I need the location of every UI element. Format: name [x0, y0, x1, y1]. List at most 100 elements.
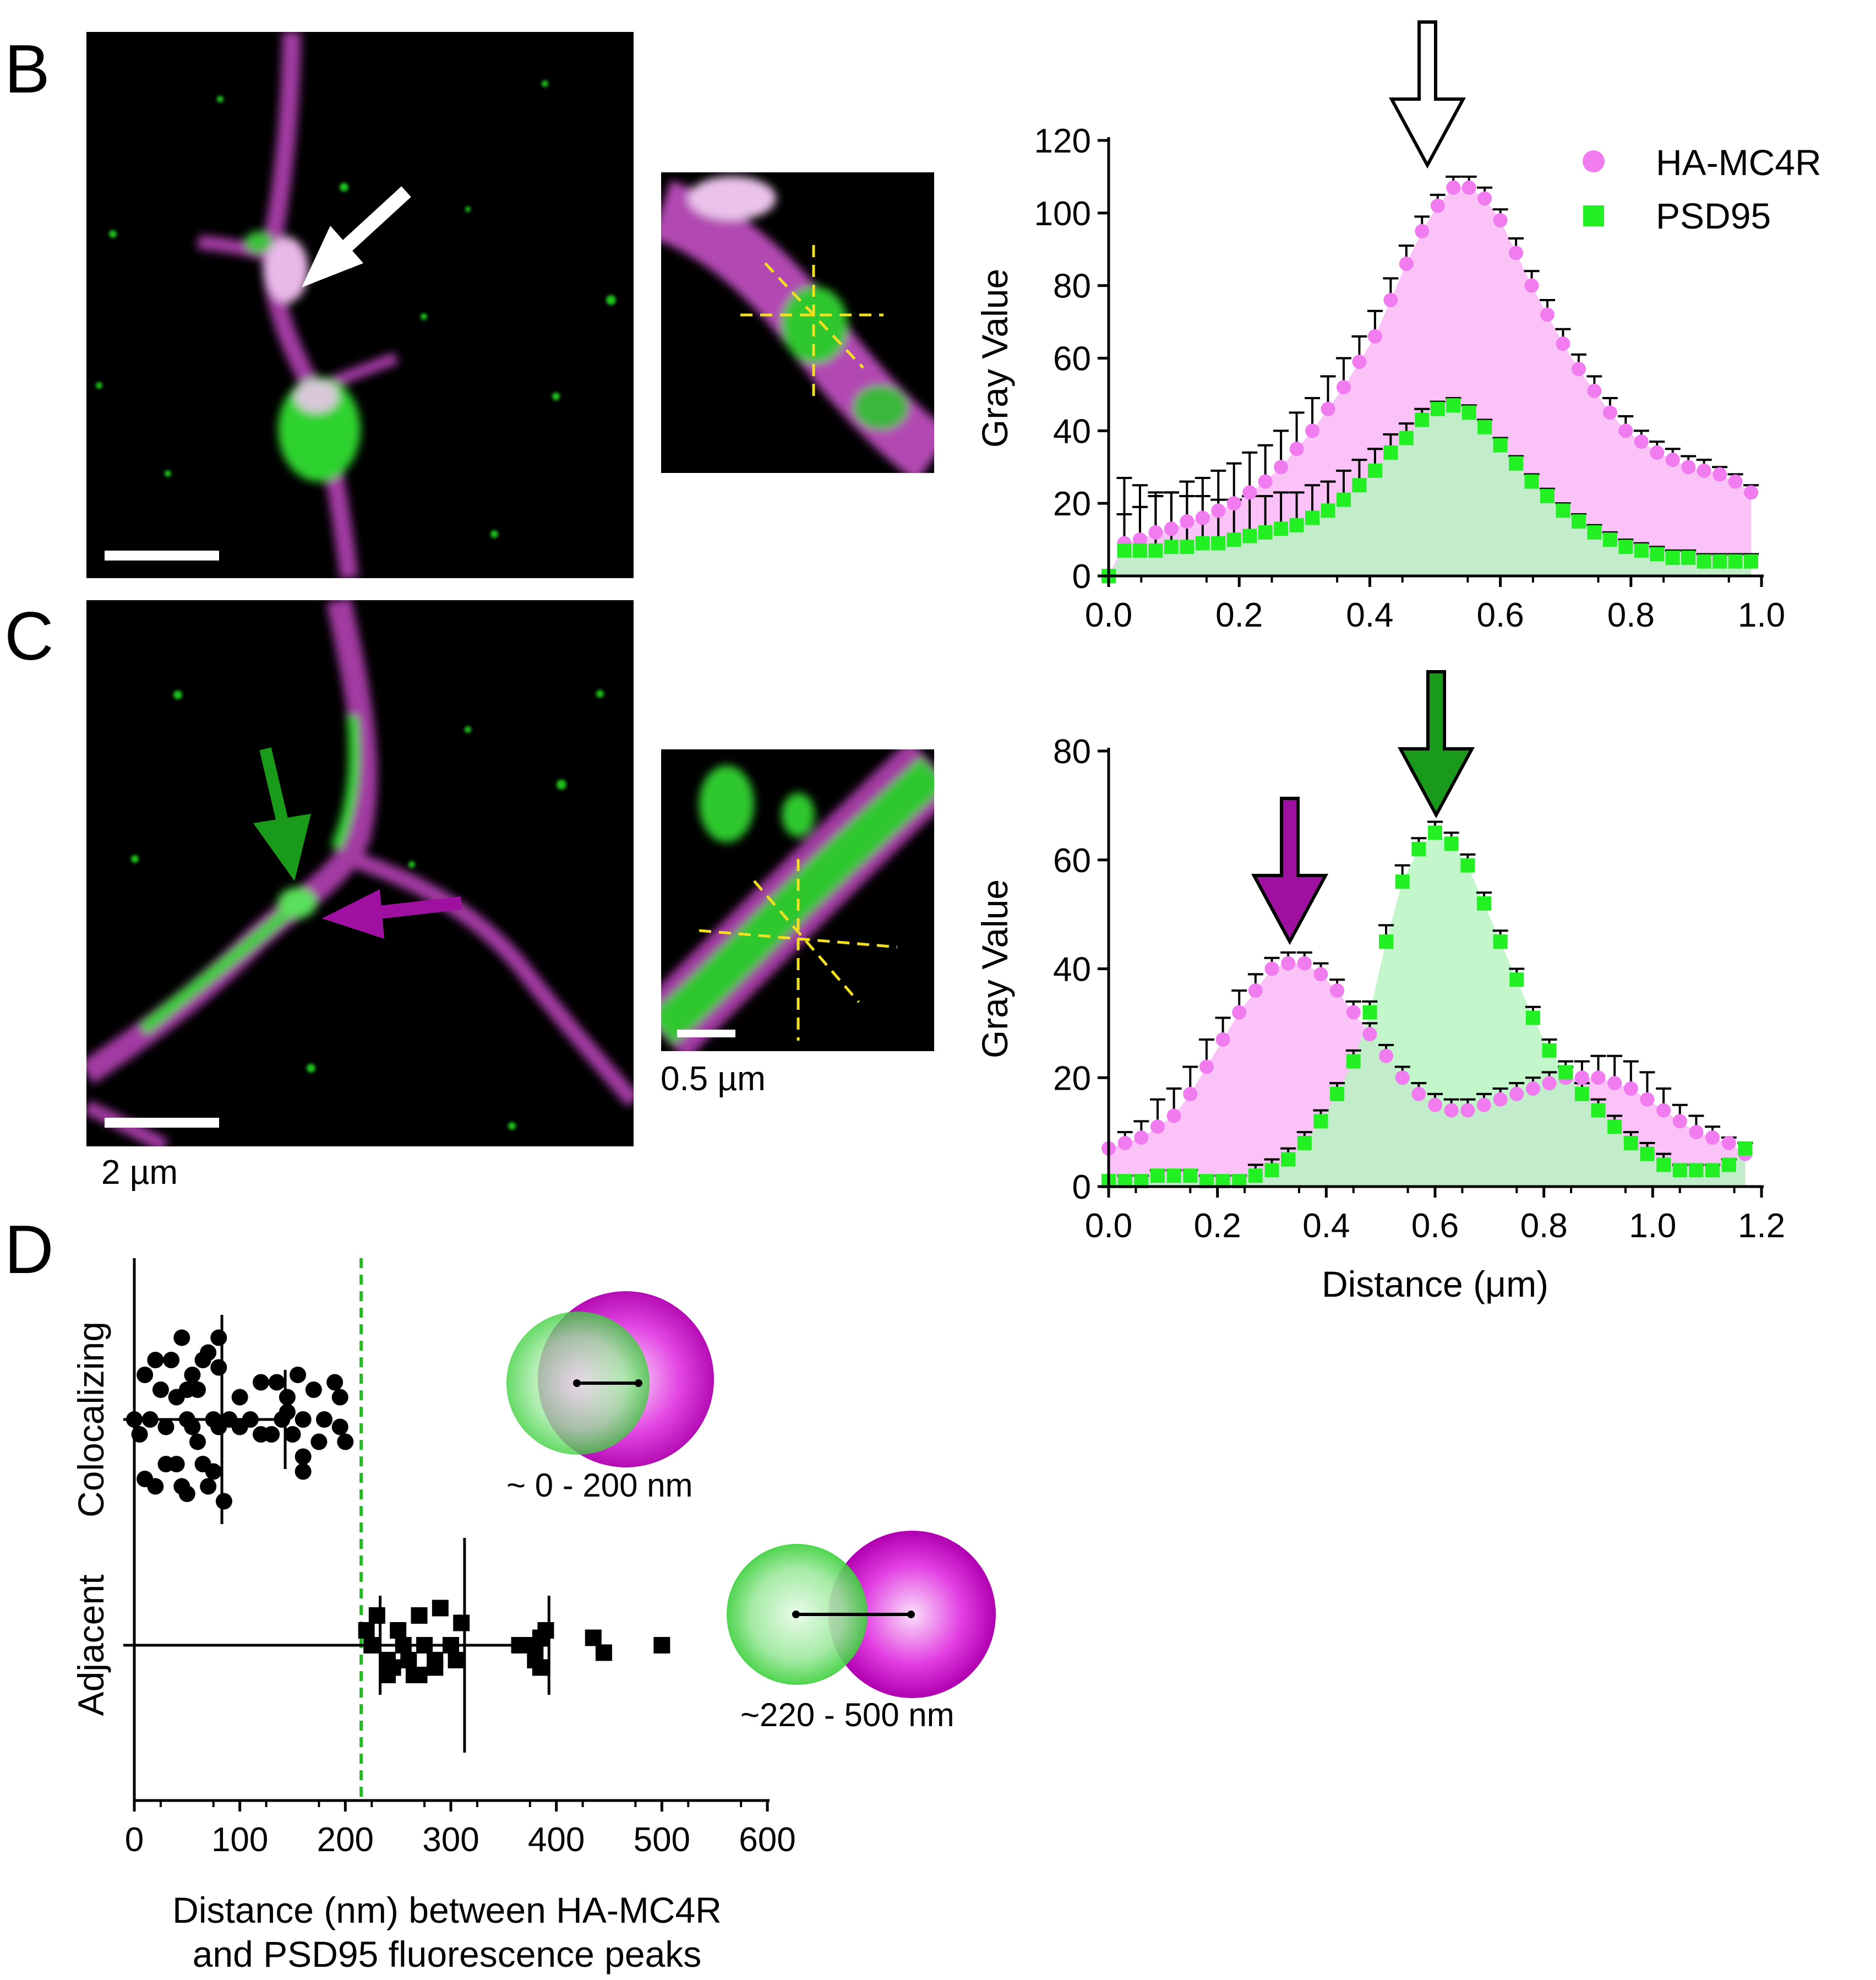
point-adjacent: [358, 1622, 375, 1639]
diagram-label-adjacent: ~220 - 500 nm: [740, 1696, 955, 1733]
point-ha-mc4r: [1150, 1119, 1165, 1134]
scale-label-inset: 0.5 µm: [661, 1060, 766, 1098]
point-ha-mc4r: [1428, 1097, 1442, 1112]
point-ha-mc4r: [1383, 293, 1398, 308]
point-ha-mc4r: [1264, 961, 1279, 976]
point-psd95: [1148, 543, 1163, 558]
panel-letter-c: C: [4, 599, 54, 674]
point-ha-mc4r: [1665, 453, 1680, 467]
point-colocalizing: [141, 1411, 159, 1428]
y-tick-label: 20: [1053, 485, 1091, 523]
point-ha-mc4r: [1587, 383, 1602, 398]
x-tick-label: 500: [634, 1821, 690, 1859]
point-ha-mc4r: [1640, 1092, 1655, 1107]
x-tick-label: 0.0: [1085, 596, 1132, 634]
point-psd95: [1738, 1141, 1753, 1156]
point-colocalizing: [279, 1389, 296, 1406]
point-psd95: [1493, 438, 1508, 453]
arrow-green: [253, 747, 311, 881]
point-ha-mc4r: [1618, 423, 1633, 438]
legend-label-ha-mc4r: HA-MC4R: [1656, 142, 1822, 183]
chart-b: 0 20 40 60 80 100 120 0.0 0.2 0.4 0.6 0.8 1.0 Gray Va…: [974, 122, 1785, 634]
point-ha-mc4r: [1336, 380, 1351, 395]
point-ha-mc4r: [1148, 525, 1163, 540]
point-colocalizing: [157, 1456, 174, 1472]
point-psd95: [1542, 1043, 1557, 1058]
point-adjacent: [390, 1622, 407, 1639]
point-colocalizing: [184, 1367, 201, 1383]
point-ha-mc4r: [1607, 1076, 1622, 1091]
panel-letter-d: D: [4, 1212, 54, 1288]
point-ha-mc4r: [1395, 1070, 1410, 1085]
point-psd95: [1705, 1163, 1720, 1178]
point-adjacent: [395, 1637, 412, 1653]
point-ha-mc4r: [1281, 956, 1296, 971]
x-tick-label: 100: [211, 1821, 268, 1859]
point-colocalizing: [173, 1329, 190, 1346]
point-psd95: [1264, 1163, 1279, 1178]
point-psd95: [1132, 543, 1147, 558]
point-colocalizing: [163, 1352, 180, 1368]
point-ha-mc4r: [1476, 1097, 1491, 1112]
point-colocalizing: [295, 1411, 312, 1428]
point-adjacent: [368, 1607, 385, 1624]
point-ha-mc4r: [1602, 405, 1617, 420]
point-colocalizing: [279, 1404, 296, 1421]
point-psd95: [1313, 1114, 1328, 1129]
point-ha-mc4r: [1477, 191, 1492, 206]
point-ha-mc4r: [1721, 1135, 1736, 1150]
point-colocalizing: [295, 1448, 312, 1465]
point-colocalizing: [331, 1418, 348, 1435]
point-colocalizing: [231, 1389, 248, 1406]
point-ha-mc4r: [1460, 1103, 1475, 1118]
point-ha-mc4r: [1411, 1086, 1426, 1101]
point-colocalizing: [337, 1433, 354, 1450]
point-adjacent: [379, 1667, 396, 1683]
point-psd95: [1650, 547, 1665, 562]
point-psd95: [1395, 874, 1410, 889]
point-psd95: [1689, 1163, 1704, 1178]
point-psd95: [1428, 825, 1442, 840]
point-ha-mc4r: [1195, 510, 1210, 525]
point-ha-mc4r: [1180, 514, 1195, 529]
point-colocalizing: [131, 1426, 148, 1443]
point-psd95: [1665, 551, 1680, 565]
scale-label-main: 2 µm: [101, 1154, 178, 1192]
diagram-adjacent: ~220 - 500 nm: [727, 1531, 996, 1733]
legend-label-psd95: PSD95: [1656, 195, 1771, 236]
point-psd95: [1607, 1119, 1622, 1134]
point-ha-mc4r: [1681, 460, 1696, 475]
point-psd95: [1477, 420, 1492, 434]
point-psd95: [1558, 1065, 1573, 1080]
point-psd95: [1444, 836, 1459, 851]
point-psd95: [1415, 412, 1430, 427]
x-tick-label: 600: [739, 1821, 795, 1859]
x-axis-label: Distance (μm): [1322, 1264, 1548, 1304]
point-colocalizing: [200, 1478, 217, 1495]
point-ha-mc4r: [1713, 467, 1727, 482]
point-ha-mc4r: [1166, 1108, 1181, 1123]
x-tick-label: 200: [317, 1821, 374, 1859]
point-ha-mc4r: [1134, 1130, 1149, 1145]
point-psd95: [1150, 1168, 1165, 1183]
point-ha-mc4r: [1697, 463, 1711, 478]
point-ha-mc4r: [1226, 496, 1241, 511]
point-ha-mc4r: [1444, 1103, 1459, 1118]
point-colocalizing: [263, 1426, 280, 1443]
point-colocalizing: [168, 1389, 185, 1406]
point-psd95: [1367, 463, 1382, 478]
point-ha-mc4r: [1656, 1103, 1671, 1118]
point-adjacent: [405, 1667, 422, 1683]
point-psd95: [1258, 525, 1273, 540]
x-tick-label: 1.0: [1629, 1207, 1676, 1245]
point-adjacent: [432, 1600, 449, 1617]
point-adjacent: [443, 1637, 459, 1653]
point-ha-mc4r: [1623, 1081, 1638, 1096]
point-colocalizing: [152, 1381, 169, 1398]
point-colocalizing: [326, 1374, 343, 1391]
point-psd95: [1379, 934, 1394, 949]
point-psd95: [1166, 1168, 1181, 1183]
point-ha-mc4r: [1574, 1070, 1589, 1085]
point-psd95: [1591, 1103, 1606, 1118]
point-ha-mc4r: [1399, 257, 1414, 271]
